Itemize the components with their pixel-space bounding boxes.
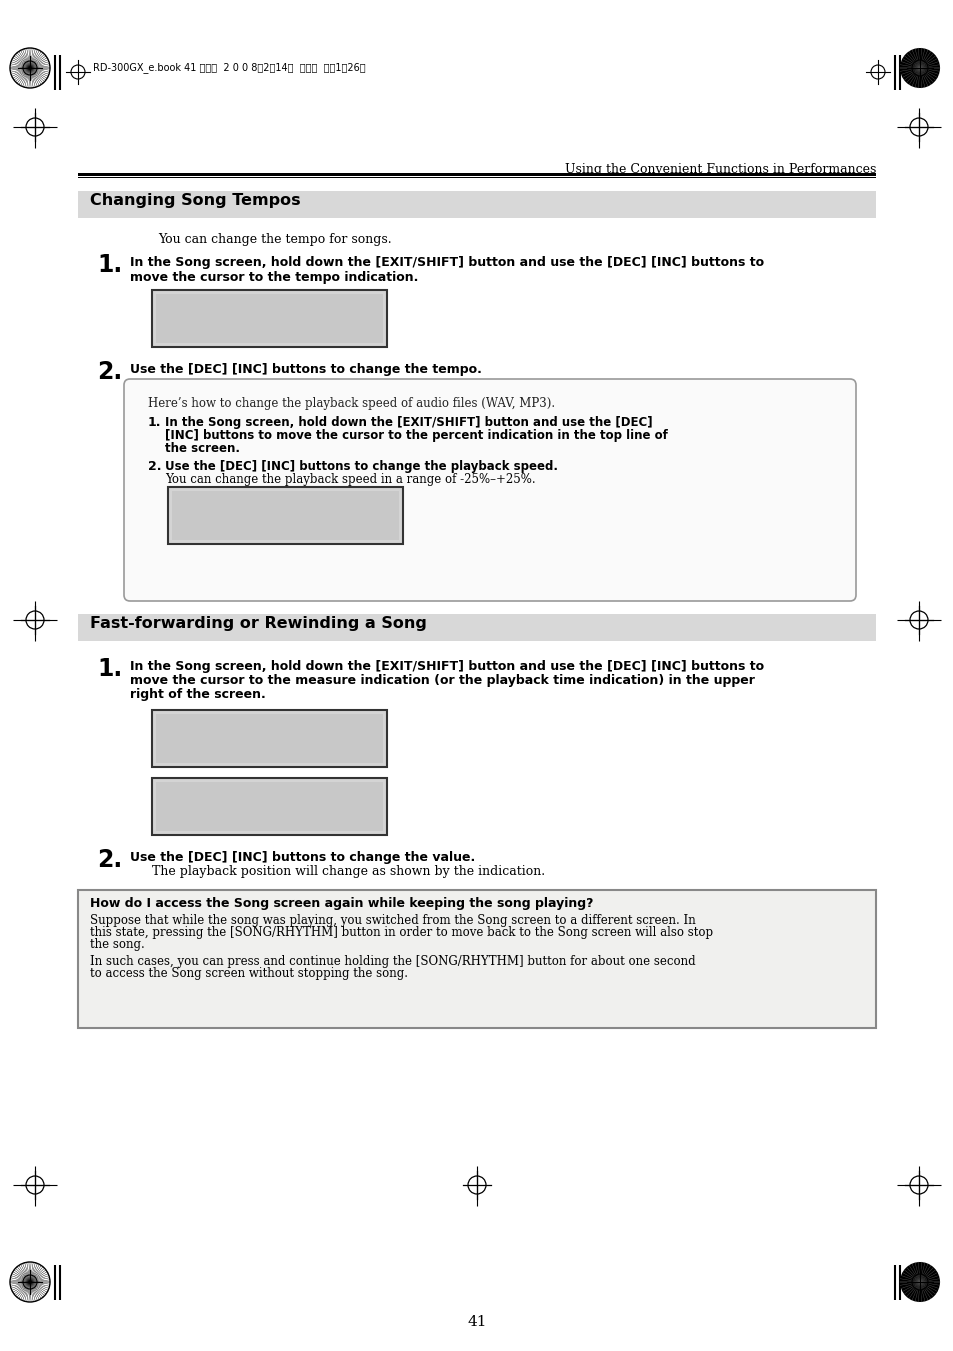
Text: move the cursor to the tempo indication.: move the cursor to the tempo indication. [130, 272, 418, 284]
Text: Use the [DEC] [INC] buttons to change the playback speed.: Use the [DEC] [INC] buttons to change th… [165, 459, 558, 473]
Circle shape [899, 49, 939, 88]
Bar [156, 295, 382, 343]
Text: 000:Macho Blues: 000:Macho Blues [162, 322, 304, 339]
Text: 2.: 2. [148, 459, 161, 473]
Text: 1.: 1. [97, 253, 122, 277]
Text: How do I access the Song screen again while keeping the song playing?: How do I access the Song screen again wh… [90, 897, 593, 911]
Text: 2.: 2. [97, 359, 122, 384]
Polygon shape [10, 49, 50, 88]
Text: right of the screen.: right of the screen. [130, 688, 266, 701]
Text: The playback position will change as shown by the indication.: The playback position will change as sho… [152, 865, 544, 878]
Text: INT♩=120 M:   1: INT♩=120 M: 1 [162, 299, 294, 316]
Text: You can change the playback speed in a range of -25%–+25%.: You can change the playback speed in a r… [165, 473, 535, 486]
Bar [152, 711, 387, 767]
Text: You can change the tempo for songs.: You can change the tempo for songs. [158, 232, 392, 246]
Text: Changing Song Tempos: Changing Song Tempos [90, 193, 300, 208]
Text: USB►-25%  00'00": USB►-25% 00'00" [178, 494, 332, 513]
Text: In the Song screen, hold down the [EXIT/SHIFT] button and use the [DEC] [INC] bu: In the Song screen, hold down the [EXIT/… [130, 255, 763, 269]
Bar [152, 778, 387, 835]
Bar [152, 290, 387, 347]
Text: Here’s how to change the playback speed of audio files (WAV, MP3).: Here’s how to change the playback speed … [148, 397, 555, 409]
Text: In such cases, you can press and continue holding the [SONG/RHYTHM] button for a: In such cases, you can press and continu… [90, 955, 695, 969]
Text: this state, pressing the [SONG/RHYTHM] button in order to move back to the Song : this state, pressing the [SONG/RHYTHM] b… [90, 925, 713, 939]
Text: the song.: the song. [90, 938, 145, 951]
Text: Using the Convenient Functions in Performances: Using the Convenient Functions in Perfor… [564, 163, 875, 176]
Bar [78, 173, 875, 176]
Text: 41: 41 [467, 1315, 486, 1329]
Text: move the cursor to the measure indication (or the playback time indication) in t: move the cursor to the measure indicatio… [130, 674, 754, 688]
Text: USB    0%►00'00": USB 0%►00'00" [162, 786, 310, 804]
Text: the screen.: the screen. [165, 442, 240, 455]
Bar [156, 782, 382, 831]
Text: In the Song screen, hold down the [EXIT/SHIFT] button and use the [DEC]: In the Song screen, hold down the [EXIT/… [165, 416, 652, 430]
Text: 1.: 1. [97, 657, 122, 681]
Text: 001:Take a Brea: 001:Take a Brea [162, 809, 294, 827]
Text: 2.: 2. [97, 848, 122, 871]
Text: 001:Take a Brea: 001:Take a Brea [178, 517, 311, 536]
Polygon shape [10, 1262, 50, 1302]
Bar [156, 713, 382, 763]
Text: Fast-forwarding or Rewinding a Song: Fast-forwarding or Rewinding a Song [90, 616, 426, 631]
Text: In the Song screen, hold down the [EXIT/SHIFT] button and use the [DEC] [INC] bu: In the Song screen, hold down the [EXIT/… [130, 661, 763, 673]
FancyBboxPatch shape [124, 380, 855, 601]
Text: 000:Macho Blues: 000:Macho Blues [162, 740, 304, 759]
Text: INT ♩=120►M:   1: INT ♩=120►M: 1 [162, 717, 307, 736]
Text: 1.: 1. [148, 416, 161, 430]
Circle shape [899, 1262, 939, 1302]
Text: RD-300GX_e.book 41 ページ  2 0 0 8年2月14日  木曜日  午後1時26分: RD-300GX_e.book 41 ページ 2 0 0 8年2月14日 木曜日… [92, 62, 365, 73]
Bar [168, 486, 402, 544]
Bar [172, 490, 398, 540]
Text: Use the [DEC] [INC] buttons to change the tempo.: Use the [DEC] [INC] buttons to change th… [130, 363, 481, 376]
Text: Suppose that while the song was playing, you switched from the Song screen to a : Suppose that while the song was playing,… [90, 915, 695, 927]
Bar [78, 613, 875, 640]
Text: to access the Song screen without stopping the song.: to access the Song screen without stoppi… [90, 967, 408, 979]
Bar [78, 890, 875, 1028]
Text: [INC] buttons to move the cursor to the percent indication in the top line of: [INC] buttons to move the cursor to the … [165, 430, 667, 442]
Bar [78, 190, 875, 218]
Text: Use the [DEC] [INC] buttons to change the value.: Use the [DEC] [INC] buttons to change th… [130, 851, 475, 865]
